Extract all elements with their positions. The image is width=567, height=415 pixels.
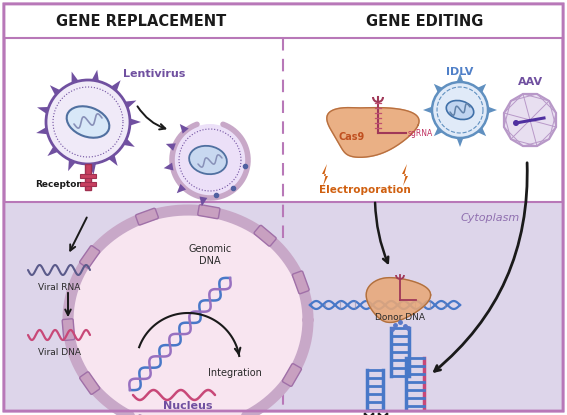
Circle shape — [174, 124, 246, 196]
FancyBboxPatch shape — [198, 205, 220, 219]
Bar — [4, 4, 563, 38]
Bar — [4, 202, 563, 411]
Bar — [80, 174, 96, 178]
Polygon shape — [108, 155, 117, 166]
Ellipse shape — [67, 106, 109, 138]
Polygon shape — [50, 85, 61, 95]
FancyBboxPatch shape — [4, 4, 563, 411]
Polygon shape — [68, 159, 76, 171]
Polygon shape — [366, 278, 430, 322]
Ellipse shape — [446, 100, 473, 120]
Polygon shape — [177, 184, 186, 193]
Polygon shape — [322, 164, 328, 186]
Polygon shape — [111, 80, 121, 91]
Polygon shape — [434, 84, 443, 93]
FancyBboxPatch shape — [80, 246, 100, 268]
Polygon shape — [200, 197, 208, 206]
Polygon shape — [36, 127, 48, 134]
Text: Viral RNA: Viral RNA — [38, 283, 80, 292]
Polygon shape — [166, 143, 176, 151]
Text: IDLV: IDLV — [446, 67, 473, 77]
Text: Cytoplasm: Cytoplasm — [460, 213, 519, 223]
Text: Nucleus: Nucleus — [163, 401, 213, 411]
Polygon shape — [477, 84, 486, 93]
Polygon shape — [71, 72, 79, 83]
Polygon shape — [327, 107, 419, 157]
Text: Donor DNA: Donor DNA — [375, 313, 425, 322]
Polygon shape — [423, 107, 432, 113]
Text: Lentivirus: Lentivirus — [123, 69, 185, 79]
Polygon shape — [477, 127, 486, 136]
Text: GENE REPLACEMENT: GENE REPLACEMENT — [56, 14, 227, 29]
FancyBboxPatch shape — [136, 208, 158, 225]
Polygon shape — [88, 163, 96, 175]
Text: GENE EDITING: GENE EDITING — [366, 14, 484, 29]
Polygon shape — [488, 107, 497, 113]
Ellipse shape — [189, 146, 227, 174]
Polygon shape — [125, 100, 137, 108]
Text: Cas9: Cas9 — [339, 132, 365, 142]
Bar — [80, 182, 96, 186]
FancyBboxPatch shape — [254, 225, 276, 246]
Polygon shape — [92, 70, 99, 81]
Text: Receptor: Receptor — [35, 180, 81, 188]
Polygon shape — [402, 164, 408, 186]
Polygon shape — [37, 107, 49, 114]
FancyBboxPatch shape — [282, 364, 302, 386]
Polygon shape — [456, 73, 463, 82]
Circle shape — [513, 120, 519, 126]
Text: Electroporation: Electroporation — [319, 185, 411, 195]
Text: Integration: Integration — [208, 368, 262, 378]
Polygon shape — [123, 139, 135, 147]
Polygon shape — [434, 127, 443, 136]
FancyBboxPatch shape — [62, 319, 75, 340]
Polygon shape — [130, 118, 141, 126]
Text: AAV: AAV — [518, 77, 543, 87]
Bar — [85, 164, 91, 190]
FancyBboxPatch shape — [293, 271, 309, 294]
Text: Viral DNA: Viral DNA — [37, 348, 81, 357]
Circle shape — [46, 80, 130, 164]
Polygon shape — [504, 94, 556, 146]
Circle shape — [432, 82, 488, 138]
FancyBboxPatch shape — [80, 372, 100, 394]
Polygon shape — [48, 146, 58, 156]
Polygon shape — [164, 163, 174, 171]
Polygon shape — [180, 124, 189, 134]
Text: sgRNA: sgRNA — [408, 129, 433, 137]
Polygon shape — [456, 138, 463, 147]
Ellipse shape — [68, 210, 308, 415]
Text: Genomic
DNA: Genomic DNA — [188, 244, 232, 266]
